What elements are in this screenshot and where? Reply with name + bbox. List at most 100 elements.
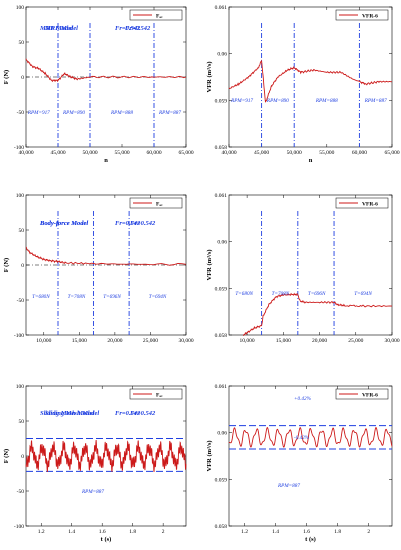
legend-box: [129, 388, 183, 400]
series-line: [25, 439, 187, 473]
y-tick-label: 0.059: [215, 286, 228, 292]
series-line: [25, 58, 187, 83]
plot-frame: [228, 385, 393, 527]
segment-label: RPM=887: [364, 98, 387, 104]
x-axis-label: t (s): [305, 536, 316, 543]
chart-panel-4: 0.058 0.059 0.06 0.061 10,000 15,000 20,000 25,…: [39, 193, 400, 344]
x-axis-label: n: [309, 157, 313, 164]
x-tick-label: 1.4: [68, 529, 75, 535]
x-axis-label: n: [104, 157, 108, 164]
segment-label: T=694N: [354, 290, 372, 297]
segment-label: T=708N: [272, 291, 290, 297]
x-tick-label: 1.2: [241, 529, 248, 535]
x-tick-label: 1.8: [129, 529, 136, 535]
annotation-text: RPM=887: [277, 483, 300, 489]
chart-panel-3: -100 -50 0 50 100 10,000 15,000 20,000 25,000 30,…: [3, 193, 194, 344]
annotation-text: Fr=0.542: [130, 410, 156, 417]
annotation-text: Sliding Mesh Model: [40, 410, 94, 417]
x-tick-label: 60,000: [146, 150, 161, 156]
annotation-text: MRF Model: [44, 25, 78, 32]
y-tick-label: 0: [21, 75, 24, 81]
y-tick-label: 0: [21, 263, 24, 269]
x-tick-label: 20,000: [107, 338, 122, 344]
y-tick-label: 0.058: [215, 145, 228, 151]
y-axis-label: VFR (m³/s): [206, 61, 213, 92]
segment-label: RPM=917: [27, 110, 50, 116]
legend-label: VFR-6: [362, 393, 378, 399]
segment-label: T=694N: [149, 293, 167, 300]
annotation-text: Body-force Model: [39, 220, 88, 227]
y-tick-label: -50: [17, 489, 25, 495]
y-tick-label: 0.061: [215, 384, 228, 390]
x-tick-label: 15,000: [72, 338, 87, 344]
y-tick-label: 50: [19, 419, 25, 425]
x-tick-label: 30,000: [384, 338, 399, 344]
y-tick-label: 0.06: [217, 240, 227, 246]
segment-label: T=680N: [235, 291, 253, 297]
x-tick-label: 65,000: [178, 150, 193, 156]
x-tick-label: 20,000: [312, 338, 327, 344]
series-line: [228, 59, 393, 103]
y-tick-label: 0.058: [215, 333, 228, 339]
y-tick-label: 50: [19, 40, 25, 46]
x-tick-label: 1.2: [38, 529, 45, 535]
annotation-text: Fr=0.542: [130, 220, 156, 227]
y-tick-label: 100: [16, 193, 25, 199]
legend-label: Fₐᵥ: [156, 202, 163, 208]
y-tick-label: 0.06: [217, 431, 227, 437]
x-axis-label: t (s): [101, 536, 112, 543]
y-tick-label: -100: [14, 524, 24, 530]
x-tick-label: 45,000: [254, 150, 269, 156]
annotation-text: +0.42%: [294, 395, 312, 402]
annotation-text: Fr=0.542: [115, 25, 141, 32]
y-tick-label: 50: [19, 228, 25, 234]
annotation-text: Body-force Model: [39, 220, 88, 227]
series-line: [243, 292, 393, 336]
legend-box: [129, 9, 183, 21]
legend-label: Fₐᵥ: [156, 393, 163, 399]
annotation-text: -0.42%: [294, 434, 310, 441]
x-tick-label: 40,000: [221, 150, 236, 156]
y-tick-label: -100: [14, 333, 24, 339]
segment-label: RPM=887: [158, 110, 181, 116]
x-tick-label: 65,000: [384, 150, 399, 156]
series-line: [25, 246, 187, 266]
x-tick-label: 40,000: [18, 150, 33, 156]
segment-label: RPM=890: [266, 98, 289, 104]
x-tick-label: 30,000: [178, 338, 193, 344]
y-axis-label: F (N): [3, 70, 10, 84]
x-tick-label: 1.4: [272, 529, 279, 535]
y-tick-label: 0.061: [215, 193, 228, 199]
legend-label: Fₐᵥ: [156, 14, 163, 20]
chart-panel-6: 0.058 0.059 0.06 0.061 1.2 1.4 1.6 1.8 2 t (s) VFR…: [45, 384, 393, 543]
x-tick-label: 1.6: [99, 529, 106, 535]
segment-label: T=696N: [103, 294, 121, 300]
legend-box: [335, 9, 389, 21]
x-tick-label: 2: [162, 529, 165, 535]
series-line: [228, 426, 393, 448]
x-tick-label: 10,000: [36, 338, 51, 344]
x-tick-label: 25,000: [143, 338, 158, 344]
legend-box: [129, 197, 183, 209]
x-tick-label: 55,000: [319, 150, 334, 156]
y-axis-label: F (N): [3, 258, 10, 272]
x-tick-label: 50,000: [82, 150, 97, 156]
legend-label: VFR-6: [362, 202, 378, 208]
segment-label: RPM=888: [110, 110, 133, 116]
y-tick-label: 0.06: [217, 52, 227, 58]
y-tick-label: -50: [17, 298, 25, 304]
y-tick-label: 0.061: [215, 5, 228, 11]
x-tick-label: 1.6: [303, 529, 310, 535]
chart-panel-5: -100 -50 0 50 100 1.2 1.4 1.6 1.8 2 t (s) F (N) Fₐᵥ S…: [3, 384, 187, 543]
x-tick-label: 1.8: [334, 529, 341, 535]
legend-box: [335, 197, 389, 209]
plot-frame: [228, 6, 393, 148]
y-axis-label: F (N): [3, 449, 10, 463]
y-axis-label: VFR (m³/s): [206, 440, 213, 471]
plot-frame: [228, 194, 393, 336]
legend-label: VFR-6: [362, 14, 378, 20]
annotation-text: Sliding Mesh Model: [45, 410, 99, 417]
segment-label: RPM=888: [315, 98, 338, 104]
y-tick-label: 100: [16, 384, 25, 390]
